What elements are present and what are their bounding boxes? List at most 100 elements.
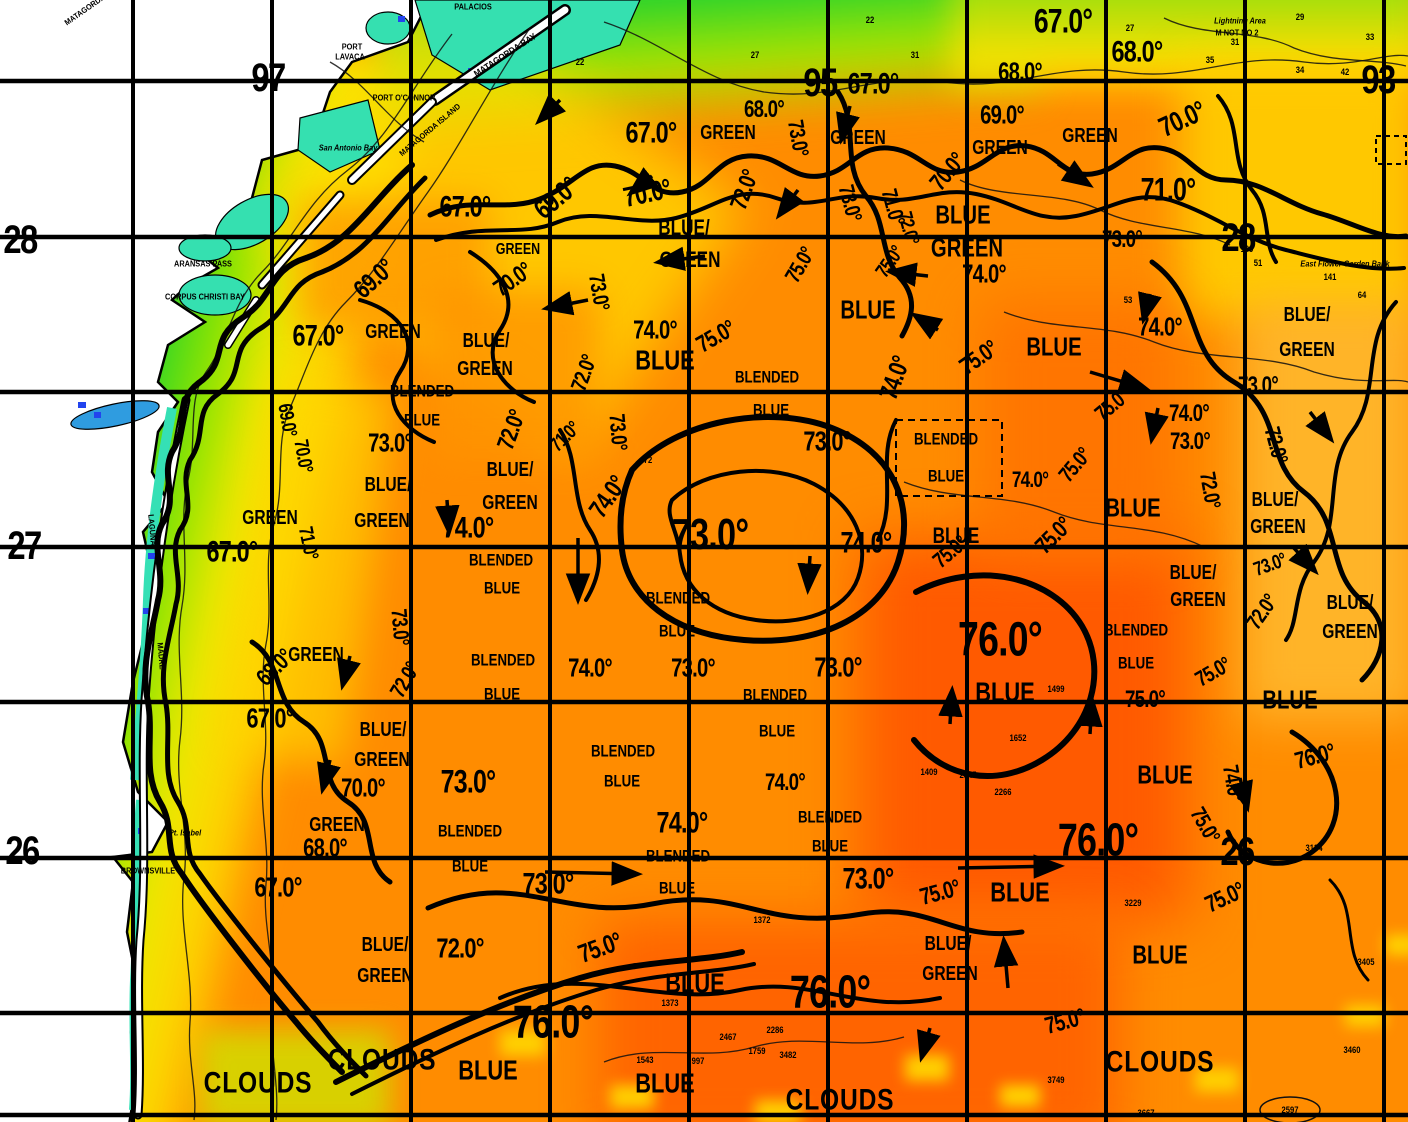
grid-label: 28 bbox=[1221, 216, 1256, 260]
water-color-label: GREEN bbox=[700, 122, 756, 144]
temp-label: 75.0° bbox=[574, 925, 626, 969]
temp-label: 75.0° bbox=[1030, 512, 1078, 560]
depth-label: 1652 bbox=[1009, 732, 1027, 743]
temp-label: 72.0° bbox=[1241, 589, 1283, 634]
water-color-label: BLUE/ bbox=[924, 933, 972, 955]
temp-label: 70.0° bbox=[341, 772, 385, 803]
temp-label: 75.0° bbox=[954, 335, 1003, 381]
temp-label: 76.0° bbox=[958, 613, 1043, 667]
water-color-label: GREEN bbox=[457, 358, 513, 380]
grid-label: 93 bbox=[1361, 58, 1396, 102]
temp-label: 67.0° bbox=[254, 871, 302, 903]
temp-label: 75.0° bbox=[1124, 686, 1166, 714]
temp-label: 72.0° bbox=[384, 657, 425, 702]
water-color-label: GREEN bbox=[1170, 589, 1226, 611]
water-color-label: BLENDED bbox=[645, 846, 711, 866]
temp-label: 76.0° bbox=[1292, 738, 1338, 775]
blended-blue-box bbox=[895, 135, 1407, 497]
depth-label: 1759 bbox=[748, 1045, 766, 1056]
water-color-label: BLENDED bbox=[742, 685, 808, 705]
temp-label: 75.0° bbox=[1185, 802, 1226, 847]
temp-label: 76.0° bbox=[512, 995, 594, 1048]
water-color-label: GREEN bbox=[1062, 125, 1118, 147]
place-label: PORT bbox=[341, 42, 363, 52]
temp-label: 74.0° bbox=[1168, 400, 1210, 428]
water-color-label: GREEN bbox=[1279, 339, 1335, 361]
water-color-label: BLENDED bbox=[645, 588, 711, 608]
depth-label: 31 bbox=[910, 49, 920, 60]
water-color-label: BLUE bbox=[1262, 684, 1318, 715]
water-color-label: BLUE bbox=[1105, 492, 1161, 523]
water-color-label: BLUE bbox=[840, 294, 896, 325]
temp-label: 67.0° bbox=[847, 67, 899, 101]
temp-label: 71.0° bbox=[1140, 171, 1196, 208]
depth-label: 2345 bbox=[959, 769, 977, 780]
temp-label: 67.0° bbox=[206, 535, 258, 569]
place-label: M NOT NO 2 bbox=[1215, 28, 1259, 38]
temp-label: 74.0° bbox=[442, 511, 494, 545]
temp-label: 72.0° bbox=[492, 406, 532, 454]
temp-label: 74.0° bbox=[633, 314, 677, 345]
temp-label: 74.0° bbox=[962, 258, 1006, 289]
water-color-label: BLUE bbox=[483, 578, 521, 598]
temp-label: 67.0° bbox=[625, 116, 677, 150]
water-color-label: BLUE bbox=[635, 344, 695, 376]
clouds-label: CLOUDS bbox=[785, 1083, 895, 1117]
water-color-label: BLUE/ bbox=[1169, 562, 1217, 584]
temp-label: 72.0° bbox=[565, 351, 602, 395]
temp-label: 74.0° bbox=[1011, 467, 1049, 493]
grid-label: 97 bbox=[251, 56, 286, 100]
water-color-label: GREEN bbox=[288, 644, 344, 666]
water-color-label: GREEN bbox=[354, 749, 410, 771]
water-color-label: BLUE/ bbox=[359, 719, 407, 741]
depth-label: 3749 bbox=[1047, 1074, 1065, 1085]
temp-label: 76.0° bbox=[789, 965, 871, 1018]
water-color-label: BLUE/ bbox=[1326, 592, 1374, 614]
temp-label: 74.0° bbox=[764, 769, 806, 797]
temp-label: 76.0° bbox=[1057, 813, 1139, 866]
temp-label: 69.0° bbox=[980, 99, 1024, 130]
water-color-label: BLUE bbox=[990, 876, 1050, 908]
depth-label: 2266 bbox=[994, 786, 1012, 797]
place-label: Lightning Area bbox=[1214, 16, 1266, 26]
temp-label: 72.0° bbox=[1194, 469, 1226, 511]
water-color-label: GREEN bbox=[309, 814, 365, 836]
temp-label: 73.0° bbox=[671, 652, 715, 683]
temp-label: 74.0° bbox=[1138, 311, 1182, 342]
temp-label: 73.0° bbox=[814, 651, 862, 683]
water-color-label: BLUE bbox=[752, 400, 790, 420]
temp-label: 72.0° bbox=[436, 932, 484, 964]
depth-label: 3667 bbox=[1137, 1107, 1155, 1118]
cloud-speck bbox=[1195, 1068, 1239, 1092]
water-color-label: BLUE bbox=[665, 967, 725, 999]
place-label: MATAGORDA ISLAND bbox=[397, 101, 463, 159]
place-label: LAGUNA bbox=[146, 513, 158, 547]
water-color-label: BLUE bbox=[758, 721, 796, 741]
place-label: PALACIOS bbox=[454, 2, 492, 12]
water-color-label: BLUE bbox=[1132, 939, 1188, 970]
clouds-label: CLOUDS bbox=[1105, 1045, 1215, 1079]
current-arrows bbox=[317, 94, 1335, 1063]
place-label: ARANSAS PASS bbox=[174, 259, 232, 269]
water-color-label: BLENDED bbox=[1103, 620, 1169, 640]
temp-label: 75.0° bbox=[1042, 1003, 1088, 1040]
cloud-speck bbox=[610, 1085, 654, 1109]
temp-label: 68.0° bbox=[743, 96, 785, 124]
water-color-label: BLUE/ bbox=[1283, 304, 1331, 326]
water-color-label: BLUE bbox=[458, 1054, 518, 1086]
water-color-label: BLENDED bbox=[470, 650, 536, 670]
water-color-label: GREEN bbox=[365, 321, 421, 343]
temp-label: 70.0° bbox=[488, 257, 537, 303]
depth-label: 1372 bbox=[753, 914, 771, 925]
temp-label: 74.0° bbox=[1217, 762, 1249, 804]
temp-label: 68.0° bbox=[998, 56, 1042, 87]
temp-label: 70.0° bbox=[1153, 94, 1210, 143]
water-color-label: BLUE/ bbox=[462, 330, 510, 352]
temp-label: 69.0° bbox=[273, 401, 301, 439]
temp-label: 73.0° bbox=[842, 862, 894, 896]
water-color-label: BLUE/ bbox=[361, 934, 409, 956]
depth-label: 72 bbox=[643, 454, 653, 465]
